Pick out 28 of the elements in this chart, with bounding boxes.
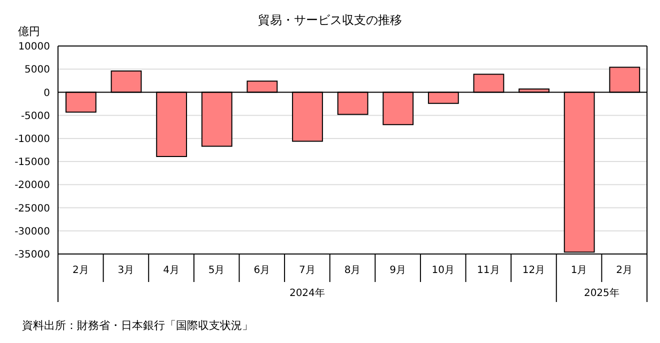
- x-tick-label: 9月: [390, 265, 406, 276]
- x-tick-label: 1月: [570, 265, 588, 276]
- chart-title: 貿易・サービス収支の推移: [258, 13, 402, 27]
- y-tick-label: -30000: [14, 226, 50, 238]
- y-tick-label: -25000: [14, 203, 50, 214]
- y-tick-label: 5000: [24, 64, 50, 76]
- y-tick-label: -20000: [14, 180, 50, 192]
- text: 2024年: [289, 287, 325, 299]
- y-tick-label: -5000: [20, 110, 50, 122]
- y-tick-label: 10000: [18, 42, 50, 53]
- text: 資料出所：財務省・日本銀行「国際収支状況」: [22, 318, 253, 333]
- y-tick-label: -10000: [14, 134, 50, 145]
- x-tick-label: 11月: [477, 265, 500, 276]
- x-tick-label: 2月: [72, 265, 89, 276]
- x-tick-label: 10月: [432, 265, 454, 276]
- x-tick-label: 3月: [118, 265, 134, 276]
- x-tick-label: 7月: [299, 265, 316, 276]
- y-tick-label: -15000: [14, 157, 50, 168]
- x-tick-label: 8月: [344, 265, 361, 276]
- x-tick-label: 4月: [163, 265, 180, 276]
- x-tick-label: 2月: [616, 265, 633, 276]
- x-tick-label: 12月: [522, 265, 546, 276]
- y-tick-label: 0: [44, 88, 50, 99]
- x-tick-label: 6月: [254, 265, 270, 276]
- text: 2025年: [584, 287, 620, 299]
- y-tick-label: -35000: [14, 250, 50, 261]
- y-axis-title: 億円: [18, 24, 40, 39]
- x-tick-label: 5月: [208, 265, 225, 276]
